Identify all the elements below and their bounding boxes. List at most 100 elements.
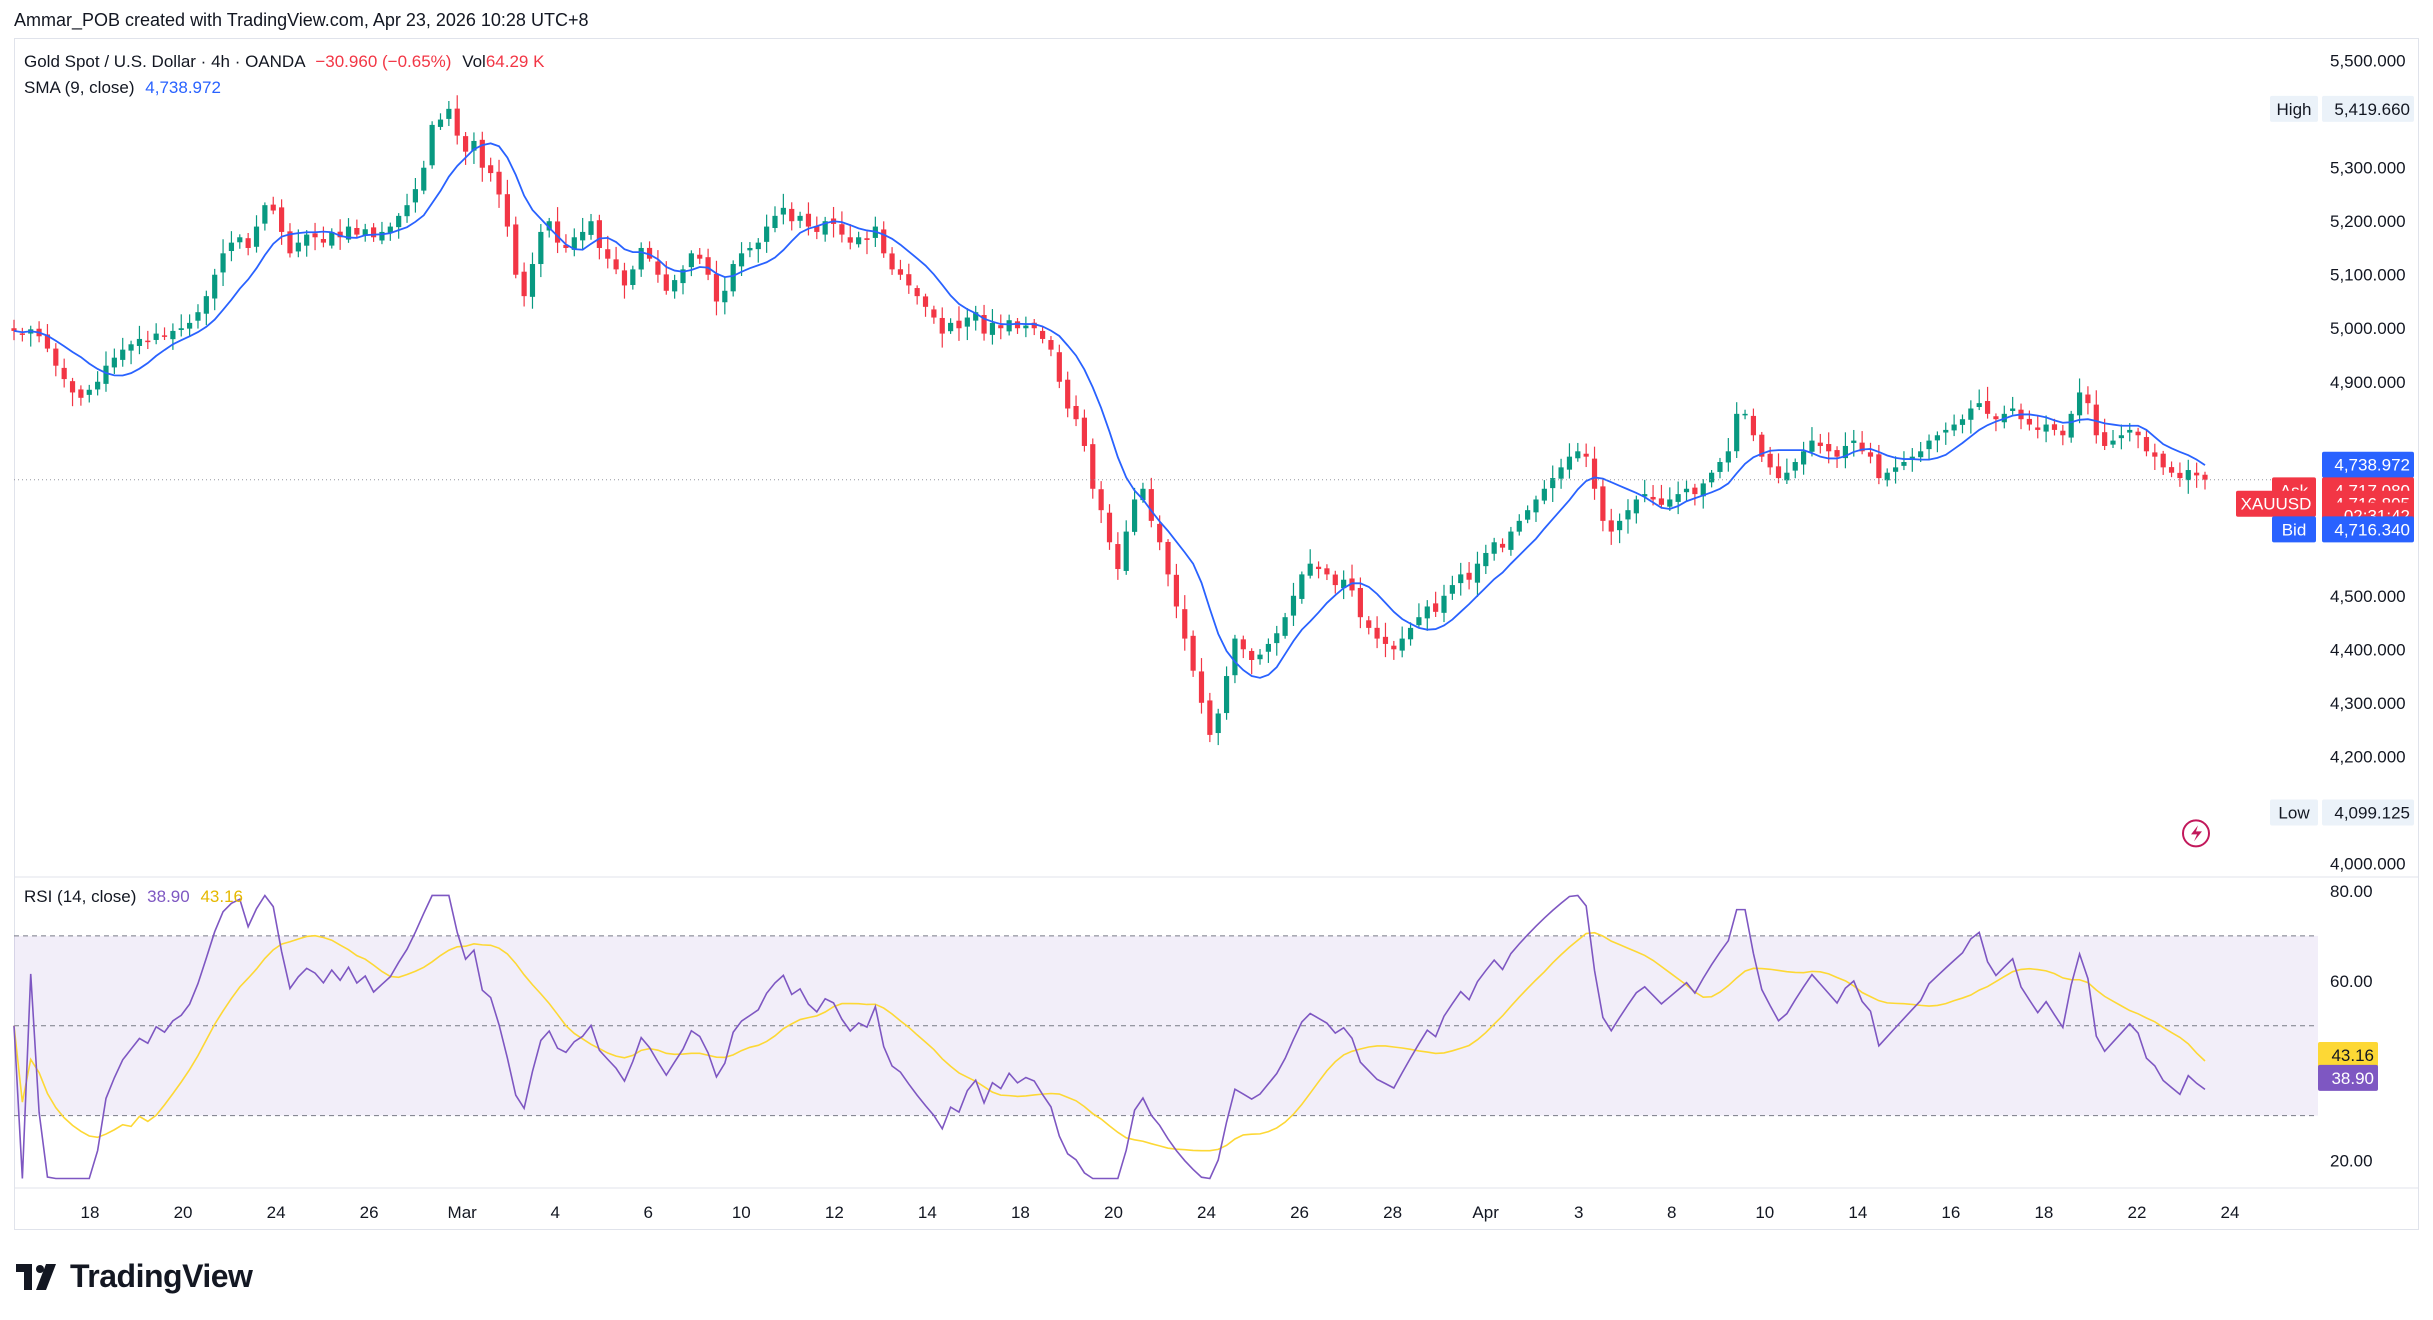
time-axis-tick-label: 20 bbox=[174, 1203, 193, 1222]
rsi-axis-tick-label: 80.00 bbox=[2330, 882, 2373, 901]
low-label-tag-box bbox=[2270, 799, 2318, 826]
candle-body bbox=[680, 269, 686, 284]
candle-body bbox=[1750, 415, 1757, 436]
candle-body bbox=[1048, 340, 1054, 350]
candle-body bbox=[922, 296, 929, 307]
candle-body bbox=[1073, 405, 1079, 420]
candle-body bbox=[412, 189, 418, 203]
candle-body bbox=[421, 167, 427, 191]
candle-body bbox=[1867, 452, 1874, 457]
candle-body bbox=[1591, 458, 1598, 489]
candle-body bbox=[2143, 437, 2150, 452]
sma-legend[interactable]: SMA (9, close) 4,738.972 bbox=[24, 78, 221, 98]
candle-body bbox=[1223, 676, 1230, 714]
candle-body bbox=[1090, 444, 1096, 489]
price-axis-tick-label: 4,400.000 bbox=[2330, 640, 2406, 659]
rsi-line[interactable] bbox=[13, 894, 2206, 1180]
candle-body bbox=[1951, 424, 1957, 431]
high-label-tag-box bbox=[2270, 95, 2318, 122]
candle-body bbox=[404, 205, 410, 217]
time-axis-tick-label: 14 bbox=[1848, 1203, 1867, 1222]
candle-body bbox=[864, 238, 870, 240]
candle-body bbox=[161, 335, 168, 337]
price-change: −30.960 (−0.65%) bbox=[315, 52, 452, 71]
rsi-tag-text: 38.90 bbox=[2331, 1069, 2374, 1088]
candle-body bbox=[931, 309, 937, 318]
lightning-icon[interactable] bbox=[2182, 819, 2210, 848]
candle-body bbox=[513, 224, 519, 275]
candle-body bbox=[613, 259, 619, 270]
candle-body bbox=[19, 333, 25, 335]
candle-body bbox=[1683, 488, 1690, 493]
high-label-tag-text: High bbox=[2277, 100, 2312, 119]
candle-body bbox=[1407, 627, 1414, 640]
time-axis-tick-label: 3 bbox=[1574, 1203, 1583, 1222]
candle-body bbox=[1131, 499, 1138, 532]
candle-body bbox=[379, 231, 385, 241]
candle-body bbox=[621, 270, 628, 286]
time-axis-tick-label: 28 bbox=[1383, 1203, 1402, 1222]
low-label-tag-text: Low bbox=[2278, 803, 2310, 822]
candle-body bbox=[1608, 520, 1614, 532]
candle-body bbox=[1892, 467, 1899, 472]
candle-body bbox=[120, 349, 126, 360]
candle-body bbox=[705, 257, 711, 275]
candle-body bbox=[178, 328, 184, 330]
bid-price-tag-box bbox=[2322, 516, 2414, 543]
candle-body bbox=[437, 119, 444, 127]
chart-frame bbox=[14, 38, 2419, 1230]
chart-attribution: Ammar_POB created with TradingView.com, … bbox=[14, 10, 589, 30]
candle-body bbox=[270, 204, 276, 211]
candle-body bbox=[287, 231, 293, 254]
candle-body bbox=[95, 381, 101, 390]
candle-body bbox=[1424, 606, 1430, 619]
time-axis-tick-label: 10 bbox=[1755, 1203, 1774, 1222]
candle-body bbox=[53, 348, 59, 366]
candle-body bbox=[1433, 603, 1439, 612]
candle-body bbox=[145, 340, 151, 343]
tradingview-brand[interactable]: TradingView bbox=[16, 1258, 253, 1295]
candle-body bbox=[1023, 325, 1029, 329]
candle-body bbox=[429, 124, 435, 166]
rsi-legend[interactable]: RSI (14, close) 38.90 43.16 bbox=[24, 887, 243, 907]
candle-body bbox=[1374, 627, 1380, 639]
candle-body bbox=[61, 367, 67, 380]
candle-body bbox=[1959, 419, 1966, 425]
rsi-ma-line[interactable] bbox=[13, 931, 2206, 1152]
candle-body bbox=[1658, 498, 1665, 505]
rsi-axis-tick-label: 60.00 bbox=[2330, 972, 2373, 991]
candle-body bbox=[1115, 544, 1121, 570]
candle-body bbox=[1491, 542, 1497, 554]
candle-body bbox=[446, 108, 452, 119]
candle-body bbox=[738, 253, 745, 267]
candle-body bbox=[914, 288, 920, 297]
time-axis-tick-label: 18 bbox=[1011, 1203, 1030, 1222]
price-axis-tick-label: 5,300.000 bbox=[2330, 159, 2406, 178]
candle-body bbox=[1265, 643, 1271, 652]
candle-body bbox=[78, 389, 84, 398]
candle-body bbox=[1474, 563, 1481, 583]
candle-body bbox=[1700, 483, 1706, 497]
candle-body bbox=[337, 231, 343, 238]
price-axis-tick-label: 5,200.000 bbox=[2330, 212, 2406, 231]
sma-line[interactable] bbox=[13, 142, 2206, 679]
candle-body bbox=[1943, 429, 1949, 433]
candle-body bbox=[1299, 574, 1305, 599]
candle-body bbox=[1759, 434, 1765, 457]
candle-body bbox=[1065, 379, 1071, 409]
candle-body bbox=[964, 317, 970, 327]
symbol-label-tag-box bbox=[2236, 490, 2316, 517]
candle-body bbox=[354, 227, 360, 235]
candle-body bbox=[2194, 472, 2200, 476]
candle-body bbox=[111, 357, 117, 368]
candle-body bbox=[396, 215, 402, 228]
candle-body bbox=[295, 242, 301, 252]
candle-body bbox=[329, 231, 335, 246]
candle-body bbox=[1483, 552, 1489, 567]
candle-body bbox=[1274, 633, 1280, 644]
time-axis-tick-label: 18 bbox=[81, 1203, 100, 1222]
candle-body bbox=[1842, 445, 1849, 459]
symbol-title: Gold Spot / U.S. Dollar · 4h · OANDA bbox=[24, 52, 305, 71]
candle-body bbox=[529, 264, 536, 297]
